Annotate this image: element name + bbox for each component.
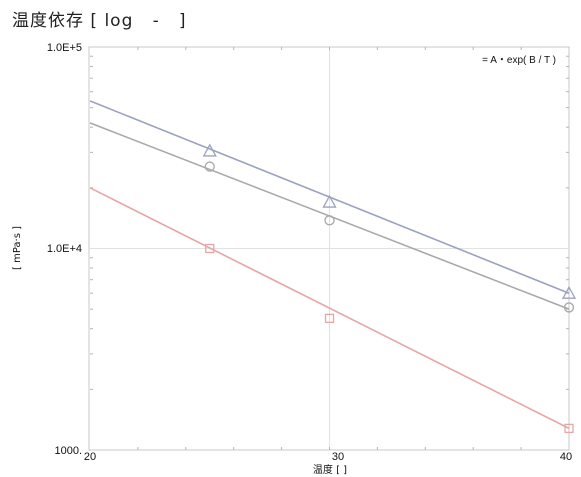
circle-marker (324, 215, 335, 226)
y-tick-label: 1.0E+4 (47, 243, 82, 255)
data-points (202, 143, 577, 434)
fit-line (89, 187, 570, 430)
circle-marker (204, 161, 215, 172)
y-axis-label: [ mPa·s ] (12, 226, 23, 270)
triangle-marker (202, 143, 217, 157)
y-tick-label: 1000. (54, 445, 82, 457)
y-tick-label: 1.0E+5 (47, 42, 82, 54)
x-axis-label: 温度 [ ] (313, 463, 347, 476)
chart-title: 温度依存 [ log - ] (12, 11, 187, 31)
x-tick-label: 20 (84, 451, 96, 463)
triangle-marker (561, 285, 577, 299)
formula-annotation: = A・exp( B / T ) (482, 55, 556, 66)
x-tick-label: 40 (560, 451, 572, 463)
square-marker (564, 423, 574, 434)
triangle-marker (322, 194, 337, 208)
x-tick-label: 30 (332, 451, 344, 463)
square-marker (205, 243, 215, 254)
square-marker (324, 313, 335, 324)
grid (90, 47, 569, 450)
circle-marker (563, 302, 575, 313)
